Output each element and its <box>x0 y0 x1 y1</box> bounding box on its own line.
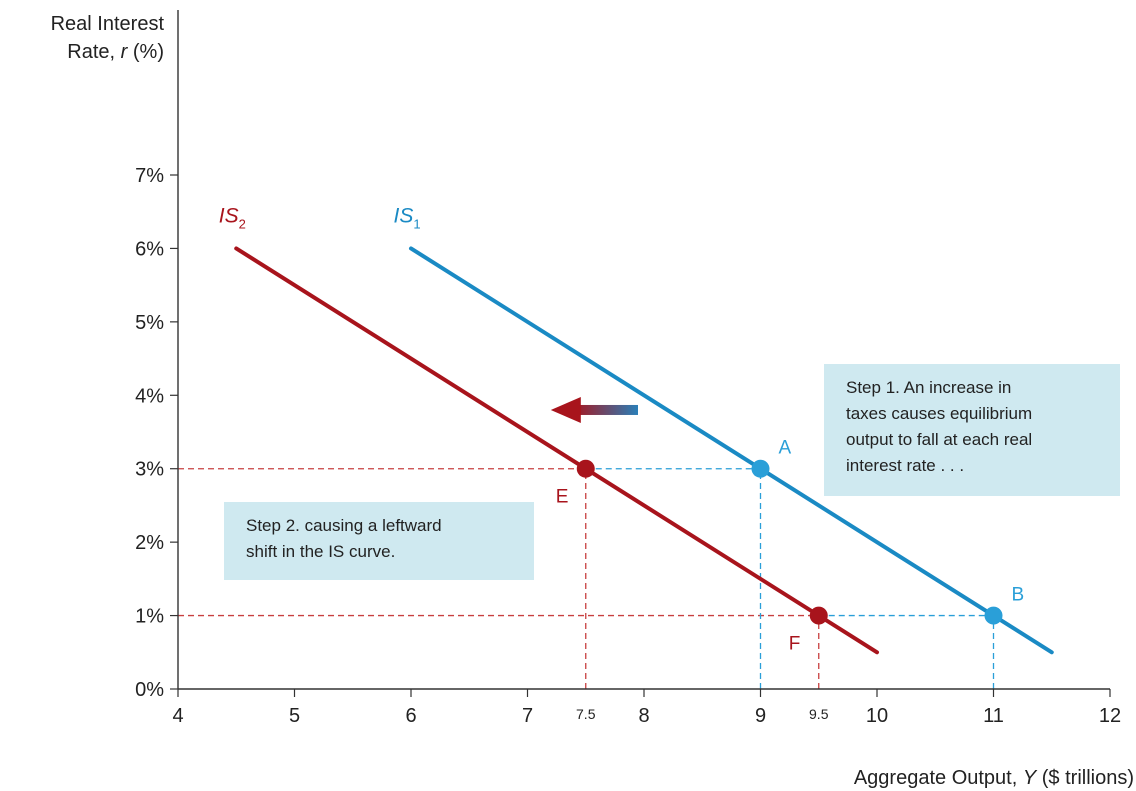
y-tick-label-7-: 7% <box>135 165 164 187</box>
x-axis-title-prefix: Aggregate Output, <box>854 767 1023 789</box>
point-label-b: B <box>1012 585 1025 606</box>
x-tick-label-12: 12 <box>1099 705 1121 727</box>
y-tick-label-2-: 2% <box>135 532 164 554</box>
curve-is2 <box>234 246 879 655</box>
x-tick-label-7-5: 7.5 <box>576 706 596 722</box>
x-axis-title-suffix: ($ trillions) <box>1036 767 1134 789</box>
curve-is1 <box>409 246 1054 655</box>
curve-label-main-is1: IS <box>394 205 414 228</box>
step-1-note-box <box>824 364 1120 496</box>
point-label-a: A <box>779 438 792 459</box>
y-axis-ticks: 0% 1% 2% 3% 4% 5% 6% 7% <box>135 165 178 701</box>
equilibrium-points: A B E F <box>556 438 1024 655</box>
step-1-note-line-2: taxes causes equilibrium <box>846 404 1032 423</box>
shift-arrow <box>550 396 638 423</box>
x-tick-label-8: 8 <box>638 705 649 727</box>
x-axis-title-var: Y <box>1023 767 1038 789</box>
step-1-note: Step 1. An increase in taxes causes equi… <box>824 364 1120 496</box>
step-2-note-line-2: shift in the IS curve. <box>246 542 395 561</box>
y-axis-title-prefix: Rate, <box>67 41 120 63</box>
y-axis-title-line-2: Rate, r (%) <box>67 41 164 63</box>
curve-label-sub-is1: 1 <box>413 217 420 232</box>
point-label-f: F <box>789 634 801 655</box>
step-1-note-line-1: Step 1. An increase in <box>846 378 1011 397</box>
x-tick-label-6: 6 <box>405 705 416 727</box>
x-tick-label-9-5: 9.5 <box>809 706 829 722</box>
step-1-note-line-4: interest rate . . . <box>846 456 964 475</box>
y-axis-title-line-1: Real Interest <box>51 13 165 35</box>
y-tick-label-4-: 4% <box>135 385 164 407</box>
x-tick-label-7: 7 <box>522 705 533 727</box>
step-2-note: Step 2. causing a leftward shift in the … <box>224 502 534 580</box>
x-axis-ticks: 4 5 6 7 8 9 10 11 12 7.5 9.5 <box>172 689 1121 727</box>
curve-label-is1: IS1 <box>394 205 421 232</box>
y-tick-label-6-: 6% <box>135 238 164 260</box>
y-tick-label-3-: 3% <box>135 459 164 481</box>
shift-arrow-head <box>550 396 581 423</box>
x-tick-label-4: 4 <box>172 705 183 727</box>
y-tick-label-5-: 5% <box>135 312 164 334</box>
y-tick-label-1-: 1% <box>135 606 164 628</box>
point-label-e: E <box>556 487 569 508</box>
step-1-note-line-3: output to fall at each real <box>846 430 1032 449</box>
point-e <box>576 459 595 478</box>
y-axis-title-suffix: (%) <box>127 41 164 63</box>
x-tick-label-11: 11 <box>983 705 1004 727</box>
y-tick-label-0-: 0% <box>135 679 164 701</box>
step-2-note-line-1: Step 2. causing a leftward <box>246 516 442 535</box>
shift-arrow-shaft <box>572 404 638 415</box>
point-b <box>984 606 1003 625</box>
curve-label-sub-is2: 2 <box>239 217 246 232</box>
point-f <box>809 606 828 625</box>
x-axis-title: Aggregate Output, Y ($ trillions) <box>854 767 1134 789</box>
x-tick-label-5: 5 <box>289 705 300 727</box>
y-axis-title-var: r <box>121 41 129 63</box>
x-tick-label-10: 10 <box>866 705 888 727</box>
step-2-note-box <box>224 502 534 580</box>
x-tick-label-9: 9 <box>755 705 766 727</box>
curve-label-main-is2: IS <box>219 205 239 228</box>
point-a <box>751 459 770 478</box>
curve-label-is2: IS2 <box>219 205 246 232</box>
